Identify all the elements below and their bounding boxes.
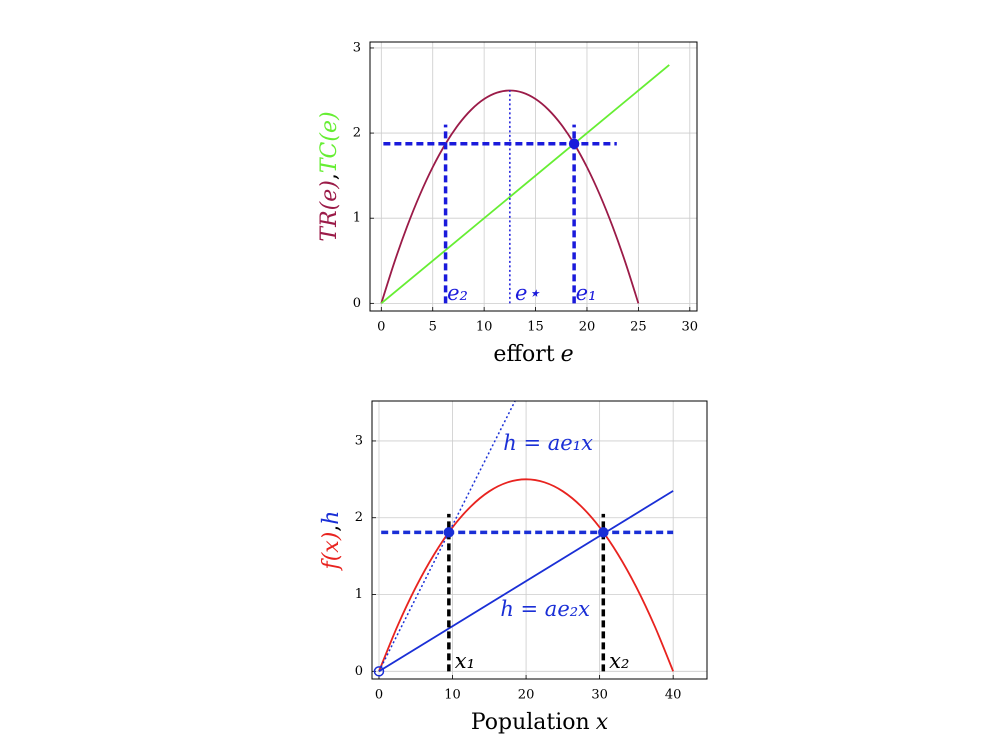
- y-tick-label: 1: [353, 211, 361, 226]
- y-axis-label-part: TR(e): [317, 180, 342, 241]
- series-line: [378, 490, 674, 673]
- annotation: x₁: [455, 649, 475, 673]
- series-line: [378, 401, 516, 672]
- series-line: [380, 89, 640, 304]
- plot-frame: [369, 41, 698, 312]
- y-axis-label: TR(e),TC(e): [317, 111, 342, 241]
- x-tick-label: 25: [630, 320, 647, 335]
- point: [568, 138, 580, 149]
- y-tick-label: 2: [355, 510, 363, 525]
- x-tick-label: 0: [377, 320, 385, 335]
- x-axis-label-part: effort: [493, 342, 554, 367]
- y-tick-label: 2: [353, 126, 361, 141]
- annotation: e₁: [576, 281, 597, 305]
- x-tick-label: 10: [444, 688, 461, 703]
- x-tick-label: 30: [591, 688, 608, 703]
- x-tick-label: 10: [476, 320, 493, 335]
- plot-frame: [371, 400, 708, 680]
- y-tick-label: 3: [353, 40, 361, 55]
- chart: 0 5 10 15 20 25 30 0 1 2 3 e₂ e⋆ e₁ effort e TR(e),TC(e): [317, 40, 698, 367]
- y-tick-label: 1: [355, 587, 363, 602]
- x-tick-label: 40: [665, 688, 682, 703]
- y-tick-label: 0: [353, 296, 361, 311]
- annotation: e⋆: [515, 281, 541, 305]
- chart: 0 10 20 30 40 0 1 2 3 h = ae₁x h = ae₂x x₁ x₂ Populat…: [319, 400, 708, 735]
- annotation: e₂: [447, 281, 468, 305]
- y-axis-label-part: ,: [319, 525, 344, 532]
- annotation: x₂: [609, 649, 629, 673]
- x-axis-label-part: e: [561, 342, 574, 367]
- point: [373, 666, 385, 677]
- y-axis-label: f(x),h: [319, 511, 344, 572]
- x-axis-label: effort e: [493, 342, 573, 367]
- point: [443, 527, 455, 538]
- plot-area: [378, 401, 675, 673]
- x-tick-label: 20: [579, 320, 596, 335]
- y-tick-label: 0: [355, 664, 363, 679]
- point: [598, 527, 609, 538]
- series-line: [378, 478, 675, 672]
- plot-area: [380, 64, 670, 305]
- y-axis-label-part: ,: [317, 173, 342, 180]
- y-axis-label-part: h: [319, 511, 344, 525]
- x-tick-label: 20: [518, 688, 535, 703]
- x-axis-label-part: x: [596, 710, 609, 735]
- annotation: h = ae₂x: [500, 597, 590, 621]
- x-axis-label: Population x: [471, 710, 609, 735]
- x-tick-label: 5: [429, 320, 437, 335]
- x-axis-label-part: Population: [471, 710, 590, 735]
- x-tick-label: 15: [527, 320, 544, 335]
- y-tick-label: 3: [355, 433, 363, 448]
- series-line: [380, 64, 670, 305]
- annotation: h = ae₁x: [503, 431, 593, 455]
- y-axis-label-part: TC(e): [317, 111, 342, 173]
- y-axis-label-part: f(x): [319, 532, 344, 572]
- x-tick-label: 0: [375, 688, 383, 703]
- x-tick-label: 30: [682, 320, 699, 335]
